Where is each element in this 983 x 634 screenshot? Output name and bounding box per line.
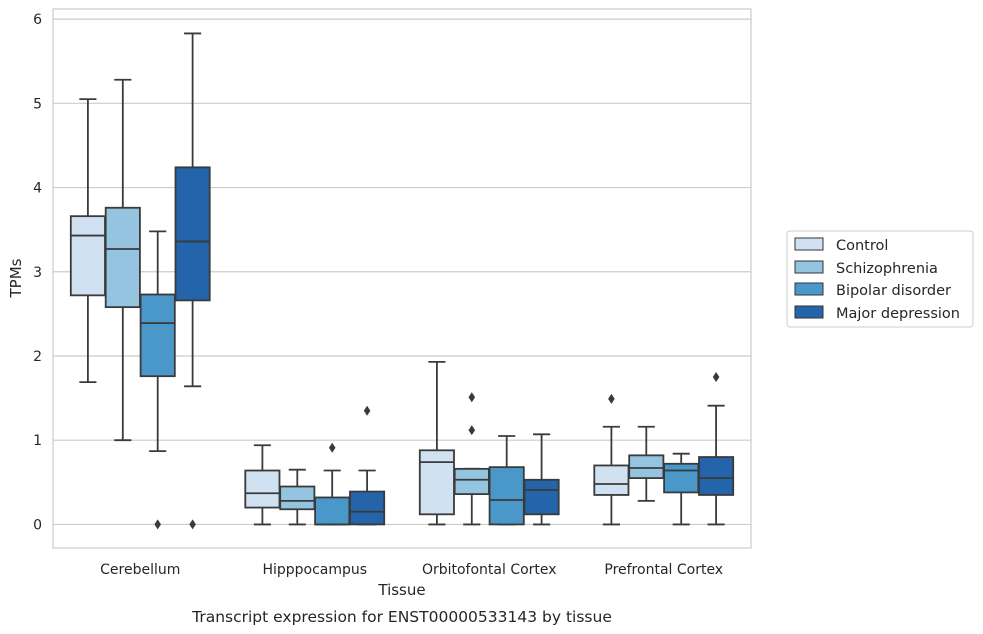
box-iqr (244, 469, 281, 509)
outlier-point (363, 405, 371, 416)
x-tick-label-3: Prefrontal Cortex (604, 562, 723, 578)
outlier-point (468, 425, 476, 436)
y-tick-labels: 0 1 2 3 4 5 6 (33, 12, 42, 533)
outlier-point (328, 442, 336, 453)
box-bipolar-disorder-0 (139, 230, 176, 530)
box-iqr (523, 478, 560, 516)
box-iqr (174, 166, 211, 302)
box-series (69, 32, 735, 530)
y-tick-label-3: 3 (33, 265, 42, 281)
box-iqr (104, 206, 141, 309)
legend-label-major-depression: Major depression (836, 306, 960, 322)
plot-frame (52, 8, 752, 549)
box-control-1 (244, 444, 281, 526)
y-tick-label-4: 4 (33, 181, 42, 197)
legend-swatch-major-depression (794, 305, 824, 319)
box-major-depression-1 (349, 405, 386, 526)
box-schizophrenia-1 (279, 468, 316, 526)
legend-label-control: Control (836, 238, 888, 254)
y-tick-label-2: 2 (33, 349, 42, 365)
x-tick-label-2: Orbitofontal Cortex (422, 562, 557, 578)
box-control-3 (593, 393, 630, 526)
chart-caption: Transcript expression for ENST0000053314… (191, 608, 612, 626)
outlier-point (154, 519, 161, 530)
box-iqr (453, 467, 490, 496)
box-major-depression-0 (174, 32, 211, 530)
outlier-point (468, 392, 476, 403)
legend-frame (786, 230, 974, 328)
box-schizophrenia-3 (628, 425, 665, 502)
y-tick-label-1: 1 (33, 433, 42, 449)
box-iqr (663, 462, 700, 494)
box-schizophrenia-2 (453, 392, 490, 526)
legend-label-schizophrenia: Schizophrenia (836, 261, 938, 277)
box-iqr (139, 293, 176, 378)
box-bipolar-disorder-1 (314, 442, 351, 526)
legend-label-bipolar: Bipolar disorder (836, 283, 951, 299)
x-tick-label-0: Cerebellum (100, 562, 180, 578)
box-iqr (628, 454, 665, 479)
legend-swatch-bipolar (794, 282, 824, 296)
legend-swatch-control (794, 237, 824, 251)
legend-swatch-schizophrenia (794, 260, 824, 274)
outlier-point (608, 393, 615, 404)
box-iqr (69, 215, 106, 297)
x-tick-label-1: Hipppocampus (262, 562, 367, 578)
y-tick-label-6: 6 (33, 12, 42, 28)
box-iqr (593, 464, 630, 496)
box-control-2 (418, 360, 455, 526)
legend: Control Schizophrenia Bipolar disorder M… (786, 230, 974, 328)
box-schizophrenia-0 (104, 78, 141, 442)
box-bipolar-disorder-2 (488, 435, 525, 526)
box-iqr (314, 496, 351, 526)
box-iqr (279, 485, 316, 511)
box-iqr (349, 490, 386, 526)
box-iqr (488, 466, 525, 526)
x-tick-labels: Cerebellum Hipppocampus Orbitofontal Corte… (100, 562, 723, 578)
outlier-point (189, 519, 196, 530)
y-tick-label-0: 0 (33, 517, 42, 533)
y-tick-label-5: 5 (33, 96, 42, 112)
box-major-depression-2 (523, 433, 560, 526)
box-major-depression-3 (698, 372, 735, 526)
y-axis-label: TPMs (7, 258, 25, 298)
x-axis-label: Tissue (377, 581, 425, 599)
box-iqr (418, 449, 455, 516)
outlier-point (712, 372, 720, 383)
box-iqr (698, 456, 735, 496)
